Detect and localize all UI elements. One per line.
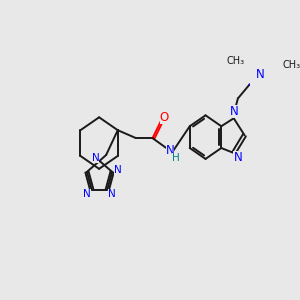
Text: N: N — [233, 152, 242, 164]
Text: N: N — [230, 105, 239, 118]
Text: N: N — [108, 188, 116, 199]
Text: CH₃: CH₃ — [283, 60, 300, 70]
Text: N: N — [114, 165, 122, 175]
Text: N: N — [256, 68, 265, 81]
Text: N: N — [92, 153, 99, 163]
Text: CH₃: CH₃ — [226, 56, 244, 66]
Text: N: N — [83, 188, 91, 199]
Text: O: O — [160, 111, 169, 124]
Text: N: N — [166, 145, 174, 158]
Text: H: H — [172, 153, 180, 163]
